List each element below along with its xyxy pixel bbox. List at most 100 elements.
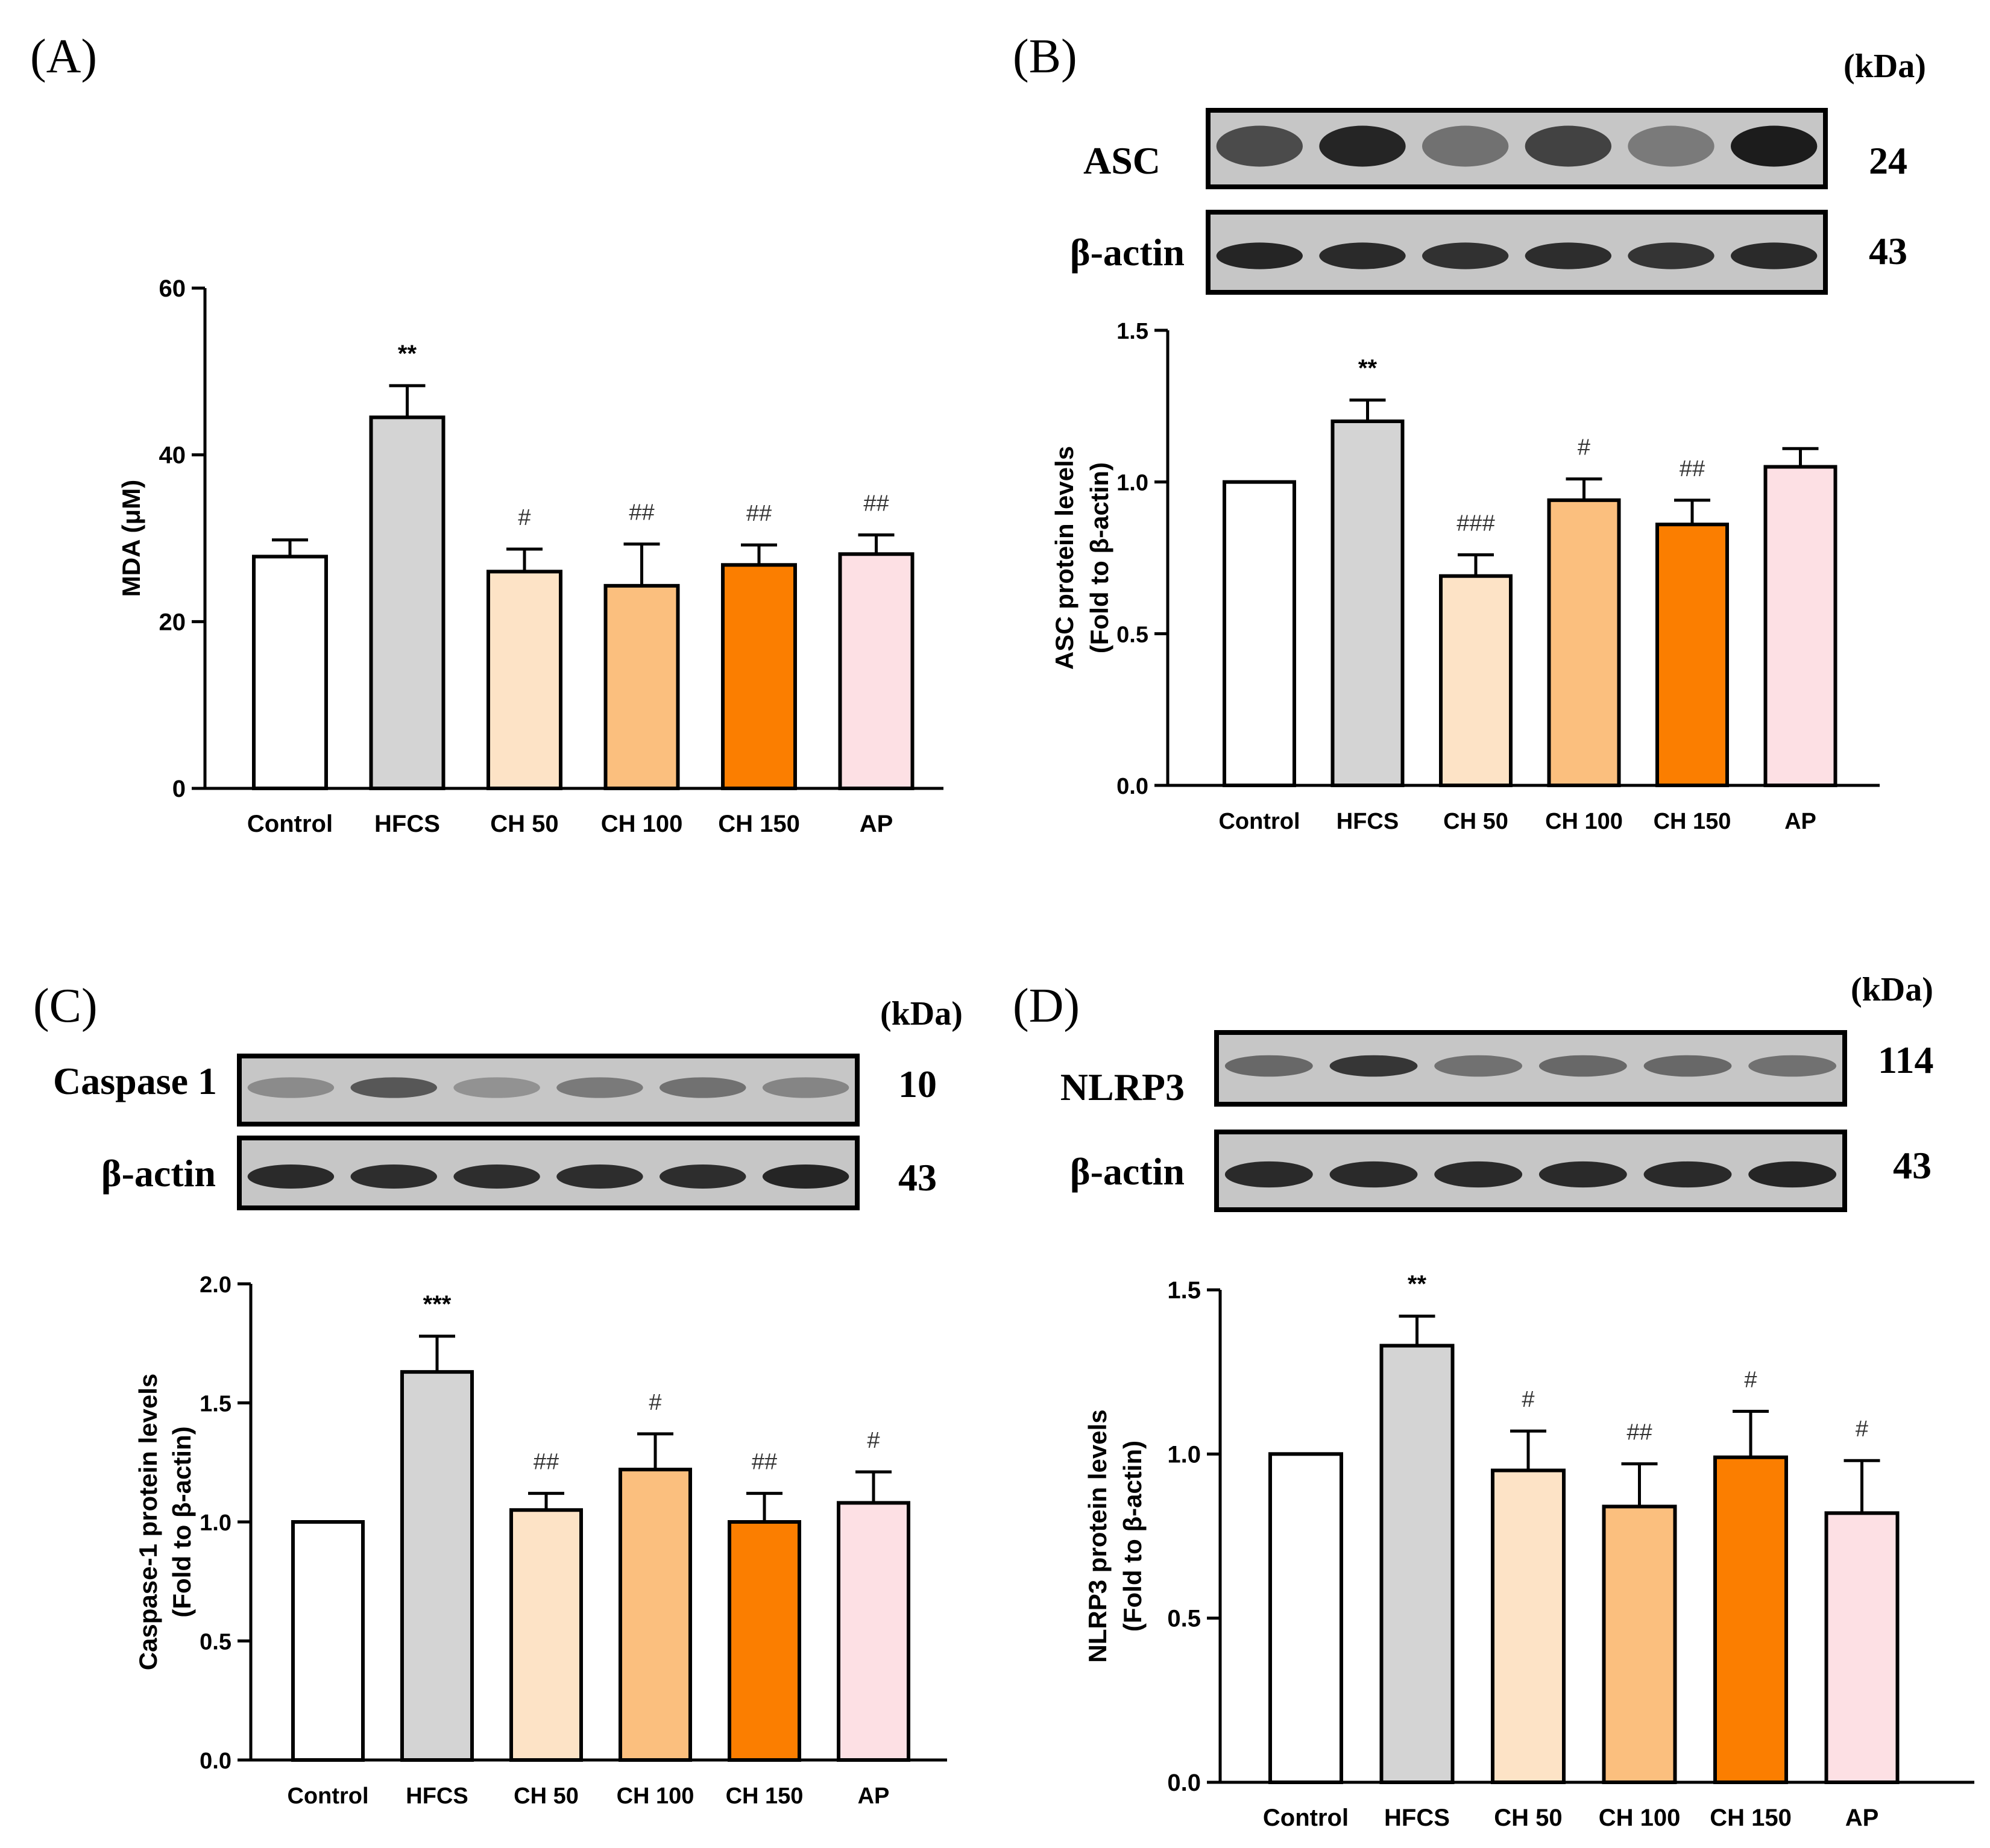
significance-c-2: ## <box>534 1450 559 1475</box>
blot-band <box>762 1164 849 1189</box>
blot-band <box>453 1077 540 1098</box>
blot-band <box>1422 242 1509 269</box>
y-tick-label-c: 0.0 <box>200 1749 231 1774</box>
y-tick-label-d: 0.5 <box>1167 1606 1201 1632</box>
chart-b: 0.0 0.5 1.0 1.5 ASC protein levels (Fold to β… <box>1050 319 1880 834</box>
x-tick-label-b-4: CH 150 <box>1654 809 1731 834</box>
bar-b-5 <box>1763 465 1837 787</box>
bar-d-2 <box>1491 1468 1566 1784</box>
significance-a-4: ## <box>746 501 772 526</box>
blot-band <box>350 1164 437 1189</box>
blot-frame-actin-c <box>237 1136 860 1210</box>
panel-a: (A) 0 20 40 60 MDA (μM) Control ** HFCS # CH 50 ##… <box>30 30 943 837</box>
blot-band <box>247 1077 335 1098</box>
blot-label-actin-c: β-actin <box>101 1152 216 1195</box>
x-tick-label-a-3: CH 100 <box>601 811 683 837</box>
bar-d-0 <box>1268 1452 1343 1784</box>
y-tick-label-c: 0.5 <box>200 1630 231 1655</box>
bar-d-5 <box>1824 1511 1900 1784</box>
x-tick-label-d-1: HFCS <box>1384 1805 1450 1831</box>
bar-b-1 <box>1330 420 1405 787</box>
blot-bands-caspase1 <box>247 1077 849 1098</box>
blot-label-actin-d: β-actin <box>1070 1150 1185 1193</box>
blot-label-caspase1: Caspase 1 <box>53 1060 217 1102</box>
blot-band <box>453 1164 540 1189</box>
y-tick-label-c: 1.0 <box>200 1510 231 1536</box>
blot-band <box>1748 1055 1837 1077</box>
bar-c-2 <box>509 1508 583 1762</box>
blot-band <box>1329 1055 1418 1077</box>
y-tick-label-c: 2.0 <box>200 1272 231 1298</box>
bar-c-1 <box>400 1370 474 1762</box>
significance-a-5: ## <box>863 491 889 516</box>
blot-band <box>1434 1161 1523 1188</box>
significance-d-4: # <box>1744 1368 1757 1393</box>
bar-d-4 <box>1713 1455 1788 1784</box>
blot-band <box>556 1077 643 1098</box>
x-tick-label-a-1: HFCS <box>374 811 440 837</box>
significance-c-5: # <box>867 1428 880 1453</box>
bar-a-1 <box>369 415 446 790</box>
blot-band <box>1319 242 1406 269</box>
blot-frame-actin-d <box>1214 1130 1847 1212</box>
panel-c: (C) (kDa) Caspase 1 10 β-actin 43 0.0 0.5… <box>33 979 963 1809</box>
significance-b-3: # <box>1578 435 1590 460</box>
y-tick-label-a: 20 <box>159 609 186 635</box>
significance-c-3: # <box>649 1390 661 1415</box>
kda-value-actin-d: 43 <box>1893 1144 1932 1187</box>
blot-band <box>1224 1161 1313 1188</box>
bar-a-2 <box>486 570 562 790</box>
blot-band <box>1216 125 1303 167</box>
blot-band <box>1329 1161 1418 1188</box>
blot-band <box>1538 1055 1627 1077</box>
x-tick-label-d-2: CH 50 <box>1494 1805 1562 1831</box>
x-tick-label-c-1: HFCS <box>406 1784 468 1809</box>
significance-b-1: ** <box>1358 355 1378 382</box>
significance-a-2: # <box>518 505 531 530</box>
significance-b-4: ## <box>1680 456 1705 482</box>
panel-b: (B) (kDa) ASC 24 β-actin 43 0.0 0.5 1.0 1.5… <box>1013 30 1926 834</box>
blot-band <box>762 1077 849 1098</box>
blot-frame-asc <box>1206 108 1828 189</box>
bar-b-0 <box>1223 480 1296 788</box>
blot-frame-actin-b <box>1206 210 1828 295</box>
x-tick-label-d-3: CH 100 <box>1599 1805 1681 1831</box>
x-tick-label-c-5: AP <box>858 1784 890 1809</box>
bar-c-4 <box>728 1520 801 1762</box>
y-tick-label-b: 1.5 <box>1116 319 1148 344</box>
blot-label-actin-b: β-actin <box>1070 231 1185 274</box>
blot-bands-nlrp3 <box>1224 1055 1837 1077</box>
blot-band <box>1730 242 1818 269</box>
x-tick-label-d-5: AP <box>1845 1805 1879 1831</box>
blot-label-nlrp3: NLRP3 <box>1060 1066 1185 1108</box>
kda-header-b: (kDa) <box>1844 48 1926 85</box>
chart-c: 0.0 0.5 1.0 1.5 2.0 Caspase-1 protein levels(… <box>134 1272 947 1809</box>
blot-band <box>1628 125 1714 167</box>
x-tick-label-c-4: CH 150 <box>726 1784 804 1809</box>
blot-band <box>350 1077 437 1098</box>
blot-band <box>1748 1161 1837 1188</box>
significance-d-3: ## <box>1626 1420 1652 1445</box>
blot-band <box>1525 125 1612 167</box>
blot-band <box>1216 242 1303 269</box>
x-tick-label-c-0: Control <box>287 1784 368 1809</box>
blot-frame-nlrp3 <box>1214 1030 1847 1107</box>
significance-a-3: ## <box>629 500 654 526</box>
blot-band <box>1643 1055 1732 1077</box>
bar-a-0 <box>252 555 328 791</box>
y-axis-label-c: Caspase-1 protein levels <box>134 1374 162 1671</box>
blot-band <box>556 1164 643 1189</box>
chart-a: 0 20 40 60 MDA (μM) Control ** HFCS # CH 50 ## CH 1… <box>117 275 943 837</box>
blot-band <box>1319 125 1406 167</box>
y-tick-label-d: 1.5 <box>1167 1277 1201 1304</box>
kda-value-caspase1: 10 <box>898 1063 937 1105</box>
blot-bands-asc <box>1216 125 1818 167</box>
y-tick-label-a: 40 <box>159 442 186 469</box>
significance-c-4: ## <box>752 1450 777 1475</box>
x-tick-label-b-5: AP <box>1784 809 1816 834</box>
blot-band <box>1434 1055 1523 1077</box>
panel-label-a: (A) <box>30 30 97 83</box>
blot-band <box>1538 1161 1627 1188</box>
